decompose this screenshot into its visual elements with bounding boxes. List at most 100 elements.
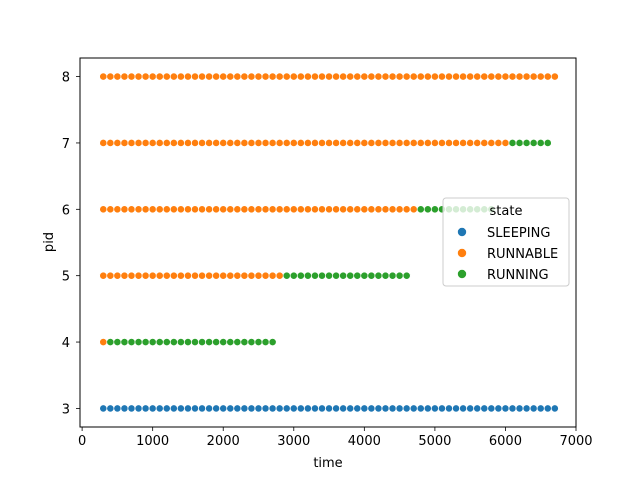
- data-point: [466, 72, 475, 81]
- data-point: [134, 72, 143, 81]
- data-point: [353, 404, 362, 413]
- data-point: [318, 404, 326, 413]
- data-point: [254, 338, 263, 346]
- data-point: [303, 139, 312, 147]
- data-point: [240, 205, 249, 214]
- data-point: [113, 338, 122, 346]
- data-point: [219, 139, 228, 147]
- data-point: [247, 205, 256, 214]
- data-point: [148, 271, 157, 280]
- data-point: [134, 205, 143, 214]
- x-tick-label: 4000: [348, 434, 381, 449]
- data-point: [388, 205, 397, 214]
- data-point: [522, 72, 531, 81]
- data-point: [381, 139, 390, 147]
- data-point: [233, 139, 242, 147]
- data-point: [141, 139, 150, 147]
- data-point: [423, 205, 432, 214]
- data-point: [282, 205, 291, 214]
- data-point: [240, 72, 249, 81]
- data-point: [529, 404, 538, 413]
- legend: state SLEEPING RUNNABLE RUNNING: [442, 197, 570, 287]
- data-point: [219, 404, 228, 413]
- legend-marker: [457, 269, 467, 279]
- legend-marker: [457, 227, 467, 237]
- data-point: [543, 139, 552, 147]
- data-point: [416, 72, 425, 81]
- data-point: [247, 72, 256, 81]
- x-axis-ticks: 0 1000 2000 3000 4000 5000 6000 7000: [78, 427, 593, 449]
- data-point: [543, 404, 552, 413]
- data-point: [106, 205, 115, 214]
- data-point: [282, 72, 291, 81]
- data-point: [155, 205, 164, 214]
- data-point: [388, 72, 397, 81]
- data-point: [346, 404, 355, 413]
- data-point: [247, 338, 256, 346]
- data-point: [282, 271, 291, 280]
- data-point: [99, 271, 108, 280]
- data-point: [120, 404, 129, 413]
- data-point: [395, 404, 404, 413]
- data-point: [339, 404, 348, 413]
- data-point: [508, 139, 517, 147]
- data-point: [494, 139, 503, 147]
- data-point: [409, 139, 418, 147]
- data-point: [381, 205, 390, 214]
- data-point: [522, 139, 531, 147]
- data-point: [311, 72, 319, 81]
- data-point: [409, 205, 418, 214]
- data-point: [374, 72, 383, 81]
- data-point: [226, 205, 235, 214]
- data-point: [480, 139, 489, 147]
- data-point: [515, 404, 524, 413]
- data-point: [360, 404, 369, 413]
- data-point: [296, 404, 305, 413]
- data-point: [212, 404, 221, 413]
- data-point: [374, 271, 383, 280]
- data-point: [198, 404, 206, 413]
- data-point: [367, 404, 376, 413]
- data-point: [388, 271, 397, 280]
- data-point: [318, 205, 326, 214]
- data-point: [240, 338, 249, 346]
- data-point: [219, 205, 228, 214]
- data-point: [120, 139, 129, 147]
- data-point: [99, 139, 108, 147]
- data-point: [473, 404, 482, 413]
- data-point: [162, 139, 171, 147]
- data-point: [395, 205, 404, 214]
- y-tick-label: 6: [62, 203, 70, 218]
- data-point: [296, 271, 305, 280]
- data-point: [141, 72, 150, 81]
- data-point: [120, 205, 129, 214]
- data-point: [162, 72, 171, 81]
- data-point: [198, 139, 206, 147]
- data-point: [212, 72, 221, 81]
- data-point: [106, 271, 115, 280]
- data-point: [155, 139, 164, 147]
- data-point: [212, 338, 221, 346]
- data-point: [289, 404, 298, 413]
- data-point: [169, 72, 178, 81]
- data-point: [261, 404, 270, 413]
- data-point: [191, 271, 199, 280]
- data-point: [176, 404, 185, 413]
- data-point: [198, 338, 206, 346]
- data-point: [113, 205, 122, 214]
- data-point: [127, 205, 136, 214]
- data-point: [198, 271, 206, 280]
- data-point: [127, 271, 136, 280]
- data-point: [254, 404, 263, 413]
- data-point: [367, 205, 376, 214]
- data-point: [261, 338, 270, 346]
- data-point: [402, 271, 411, 280]
- x-axis-label: time: [313, 456, 342, 471]
- data-point: [430, 72, 439, 81]
- data-point: [303, 404, 312, 413]
- data-point: [254, 72, 263, 81]
- data-point: [536, 72, 545, 81]
- data-point: [113, 72, 122, 81]
- data-point: [148, 205, 157, 214]
- legend-box: [442, 197, 570, 287]
